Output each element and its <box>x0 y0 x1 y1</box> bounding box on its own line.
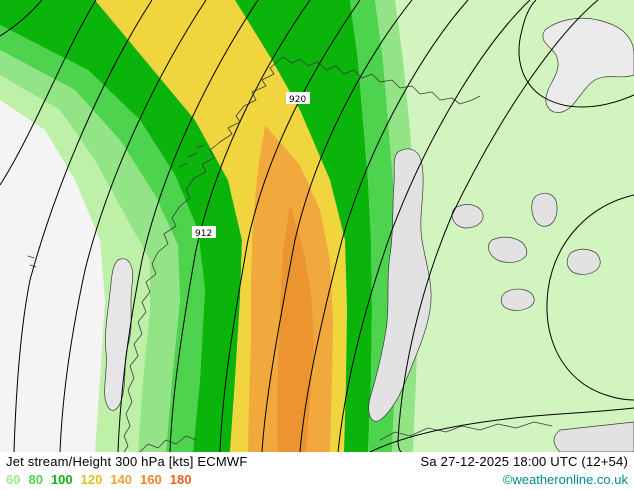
coastlines <box>27 56 553 452</box>
contour-line <box>0 0 43 37</box>
lake-patch <box>531 192 558 227</box>
band-mid-left <box>0 25 205 452</box>
contour-line <box>117 0 259 452</box>
gulf-of-finland-coast <box>379 421 553 441</box>
copyright: ©weatheronline.co.uk <box>502 472 628 487</box>
sea-patches <box>104 17 634 452</box>
wind-speed-scale: 60 80 100 120 140 160 180 <box>6 472 191 487</box>
scale-value-100: 100 <box>50 472 73 487</box>
height-contours <box>0 0 634 452</box>
contour-line <box>59 0 207 452</box>
contour-labels: 920 912 <box>192 92 310 239</box>
scale-value-140: 140 <box>110 472 133 487</box>
map-title: Jet stream/Height 300 hPa [kts] ECMWF <box>6 454 248 469</box>
map-footer: Jet stream/Height 300 hPa [kts] ECMWF Sa… <box>0 452 634 490</box>
coast-lowland-patch <box>104 258 134 411</box>
contour-line <box>518 0 634 108</box>
footer-title-row: Jet stream/Height 300 hPa [kts] ECMWF Sa… <box>6 454 628 472</box>
contour-line <box>546 194 634 401</box>
contour-line <box>337 0 531 452</box>
contour-line <box>261 0 413 452</box>
contour-line <box>13 0 153 452</box>
skagerrak-coast <box>139 435 197 452</box>
band-strong-right <box>235 0 372 452</box>
contour-line <box>369 407 634 452</box>
band-orange-core <box>277 205 314 452</box>
contour-line <box>169 0 311 452</box>
contour-line <box>299 0 469 452</box>
contour-label-box <box>192 226 216 238</box>
contour-line <box>397 0 599 452</box>
footer-legend-row: 60 80 100 120 140 160 180 ©weatheronline… <box>6 472 628 490</box>
contour-line <box>0 0 97 186</box>
band-light-left <box>0 50 180 452</box>
bottom-right-sea-patch <box>553 421 634 452</box>
lake-patch <box>566 248 601 275</box>
lofoten-islands <box>178 144 205 168</box>
map-datetime: Sa 27-12-2025 18:00 UTC (12+54) <box>420 454 628 469</box>
jet-stream-map: 920 912 <box>0 0 634 452</box>
scale-value-120: 120 <box>80 472 103 487</box>
area-below-threshold-left <box>0 100 105 452</box>
band-strong-left <box>0 0 242 452</box>
norway-west-coast <box>123 56 284 452</box>
map-svg: 920 912 <box>0 0 634 452</box>
scale-value-180: 180 <box>169 472 192 487</box>
islet-marks <box>27 255 37 268</box>
scale-value-160: 160 <box>140 472 162 487</box>
lake-patch <box>500 288 535 311</box>
scale-value-80: 80 <box>28 472 43 487</box>
scale-value-60: 60 <box>6 472 21 487</box>
gulf-of-bothnia-patch <box>368 148 432 422</box>
white-sea-patch <box>542 17 634 113</box>
contour-label: 920 <box>289 95 306 105</box>
contour-label-box <box>286 92 310 104</box>
lake-patch <box>451 204 484 229</box>
contour-label: 912 <box>195 229 212 239</box>
contour-line <box>219 0 361 452</box>
barents-north-coast <box>282 56 481 105</box>
lake-patch <box>488 236 528 263</box>
